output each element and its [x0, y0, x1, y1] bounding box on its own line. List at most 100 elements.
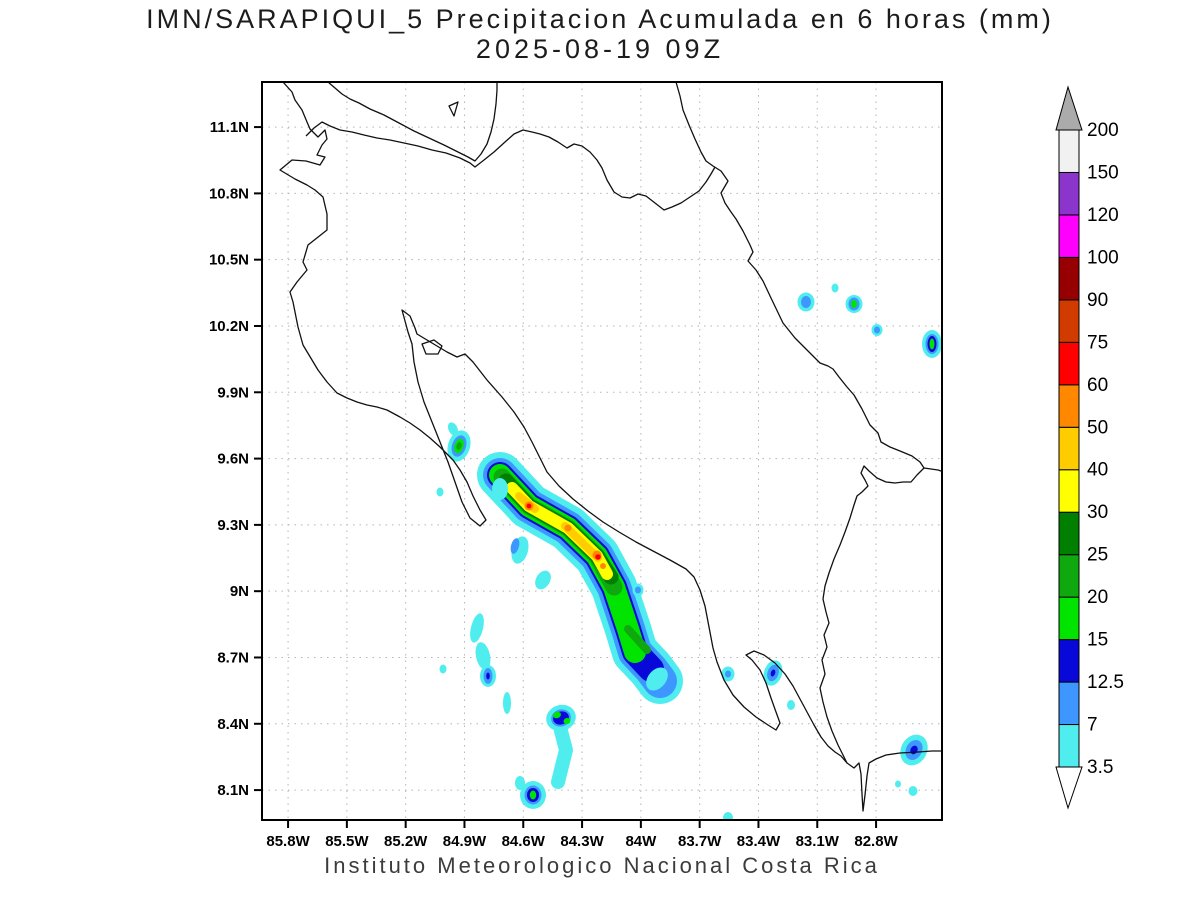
precip-cell	[470, 613, 484, 643]
precip-cell	[831, 283, 839, 293]
lon-tick-label: 83.4W	[737, 833, 781, 850]
colorbar-tick-label: 60	[1087, 375, 1108, 396]
coastline-layer	[279, 82, 942, 812]
colorbar-segment	[1058, 596, 1080, 641]
precip-core	[564, 524, 572, 532]
precip-band	[561, 522, 602, 562]
precip-cell	[447, 422, 459, 436]
colorbar-segment	[1058, 299, 1080, 343]
precip-band-lobe	[646, 667, 668, 691]
lat-tick-label: 10.2N	[209, 318, 249, 335]
lon-tick-label: 83.7W	[678, 833, 722, 850]
credit-text: Instituto Meteorologico Nacional Costa R…	[324, 853, 880, 878]
lon-tick-label: 84W	[625, 833, 657, 850]
colorbar-segment	[1058, 171, 1080, 216]
colorbar-tick-label: 100	[1087, 247, 1119, 268]
coastline-path	[819, 465, 925, 764]
lat-tick-label: 8.7N	[217, 649, 249, 666]
precip-cell	[529, 790, 537, 800]
precip-cell	[770, 669, 776, 677]
precip-cell	[787, 700, 795, 710]
lat-tick-label: 10.8N	[209, 185, 249, 202]
precip-cell	[503, 692, 511, 714]
colorbar-tick-label: 7	[1087, 715, 1098, 736]
lon-tick-label: 85.2W	[384, 833, 428, 850]
precip-cell	[929, 338, 935, 350]
colorbar-segment	[1058, 384, 1080, 428]
colorbar-tick-label: 20	[1087, 587, 1108, 608]
colorbar-under-arrow	[1055, 766, 1083, 810]
colorbar-segment	[1058, 724, 1080, 768]
precip-cell	[801, 296, 811, 308]
colorbar-segment	[1058, 469, 1080, 513]
precip-cell	[874, 326, 880, 334]
lon-tick-label: 83.1W	[796, 833, 840, 850]
lon-tick-label: 85.5W	[325, 833, 369, 850]
colorbar-tick-label: 40	[1087, 460, 1108, 481]
colorbar-segment	[1058, 214, 1080, 258]
precip-cell	[851, 300, 857, 308]
colorbar: 3.5 7 12.5 15 20 25 30 40 50 60 75 90 100 120 150 200	[1055, 85, 1124, 810]
lat-tick-label: 9.6N	[217, 451, 249, 468]
lat-tick-label: 10.5N	[209, 252, 249, 269]
map-frame	[261, 81, 943, 821]
precip-cell	[723, 812, 733, 820]
grid-lines	[262, 82, 942, 820]
precip-band-lobe	[510, 538, 520, 554]
colorbar-segment	[1058, 511, 1080, 556]
precip-cell	[515, 776, 525, 790]
lat-tick-label: 9N	[230, 583, 249, 600]
colorbar-segment	[1058, 341, 1080, 386]
colorbar-tick-label: 25	[1087, 545, 1108, 566]
lon-tick-label: 85.8W	[266, 833, 310, 850]
map-area: 11.1N 10.8N 10.5N 10.2N 9.9N 9.6N 9.3N 9N 8.7N 8.…	[209, 81, 943, 850]
precip-cell	[635, 586, 641, 594]
precip-cell	[725, 670, 731, 678]
precip-cell	[486, 672, 490, 680]
island-outline	[448, 101, 459, 117]
colorbar-segment	[1058, 681, 1080, 726]
colorbar-over-arrow	[1055, 85, 1083, 131]
precip-band-lobe	[535, 570, 551, 590]
colorbar-tick-label: 30	[1087, 502, 1108, 523]
coastline-path	[675, 82, 942, 473]
precip-cell	[439, 664, 447, 674]
coastline-path	[327, 82, 498, 162]
precip-core	[526, 503, 532, 509]
colorbar-tick-label: 50	[1087, 417, 1108, 438]
colorbar-tick-label: 120	[1087, 205, 1119, 226]
lon-tick-label: 84.9W	[443, 833, 487, 850]
precip-cell	[563, 717, 571, 725]
colorbar-tick-label: 3.5	[1087, 757, 1113, 778]
colorbar-tick-label: 90	[1087, 290, 1108, 311]
lon-tick-label: 84.6W	[502, 833, 546, 850]
precip-cell	[895, 780, 901, 788]
colorbar-segment	[1058, 256, 1080, 301]
colorbar-tick-label: 15	[1087, 630, 1108, 651]
precip-band	[551, 724, 573, 789]
lat-tick-label: 8.1N	[217, 782, 249, 799]
colorbar-tick-label: 150	[1087, 162, 1119, 183]
colorbar-segment	[1058, 129, 1080, 173]
colorbar-segment	[1058, 639, 1080, 683]
lat-tick-label: 11.1N	[210, 119, 249, 136]
colorbar-tick-label: 12.5	[1087, 672, 1124, 693]
lat-tick-label: 8.4N	[217, 716, 249, 733]
precip-cell	[553, 711, 561, 719]
colorbar-tick-label: 200	[1087, 120, 1119, 141]
precip-band-lobe	[492, 478, 508, 500]
precip-cell	[908, 786, 918, 796]
lon-tick-label: 84.3W	[560, 833, 604, 850]
chart-subtitle: 2025-08-19 09Z	[475, 34, 725, 64]
precip-band	[624, 625, 651, 654]
coastline-path	[305, 121, 716, 211]
island-outline	[421, 339, 443, 355]
precip-cell	[436, 487, 444, 497]
precip-layer	[436, 283, 942, 820]
lat-tick-label: 9.9N	[217, 384, 249, 401]
coastline-path	[279, 82, 942, 812]
colorbar-segment	[1058, 426, 1080, 471]
lon-tick-label: 82.8W	[854, 833, 898, 850]
